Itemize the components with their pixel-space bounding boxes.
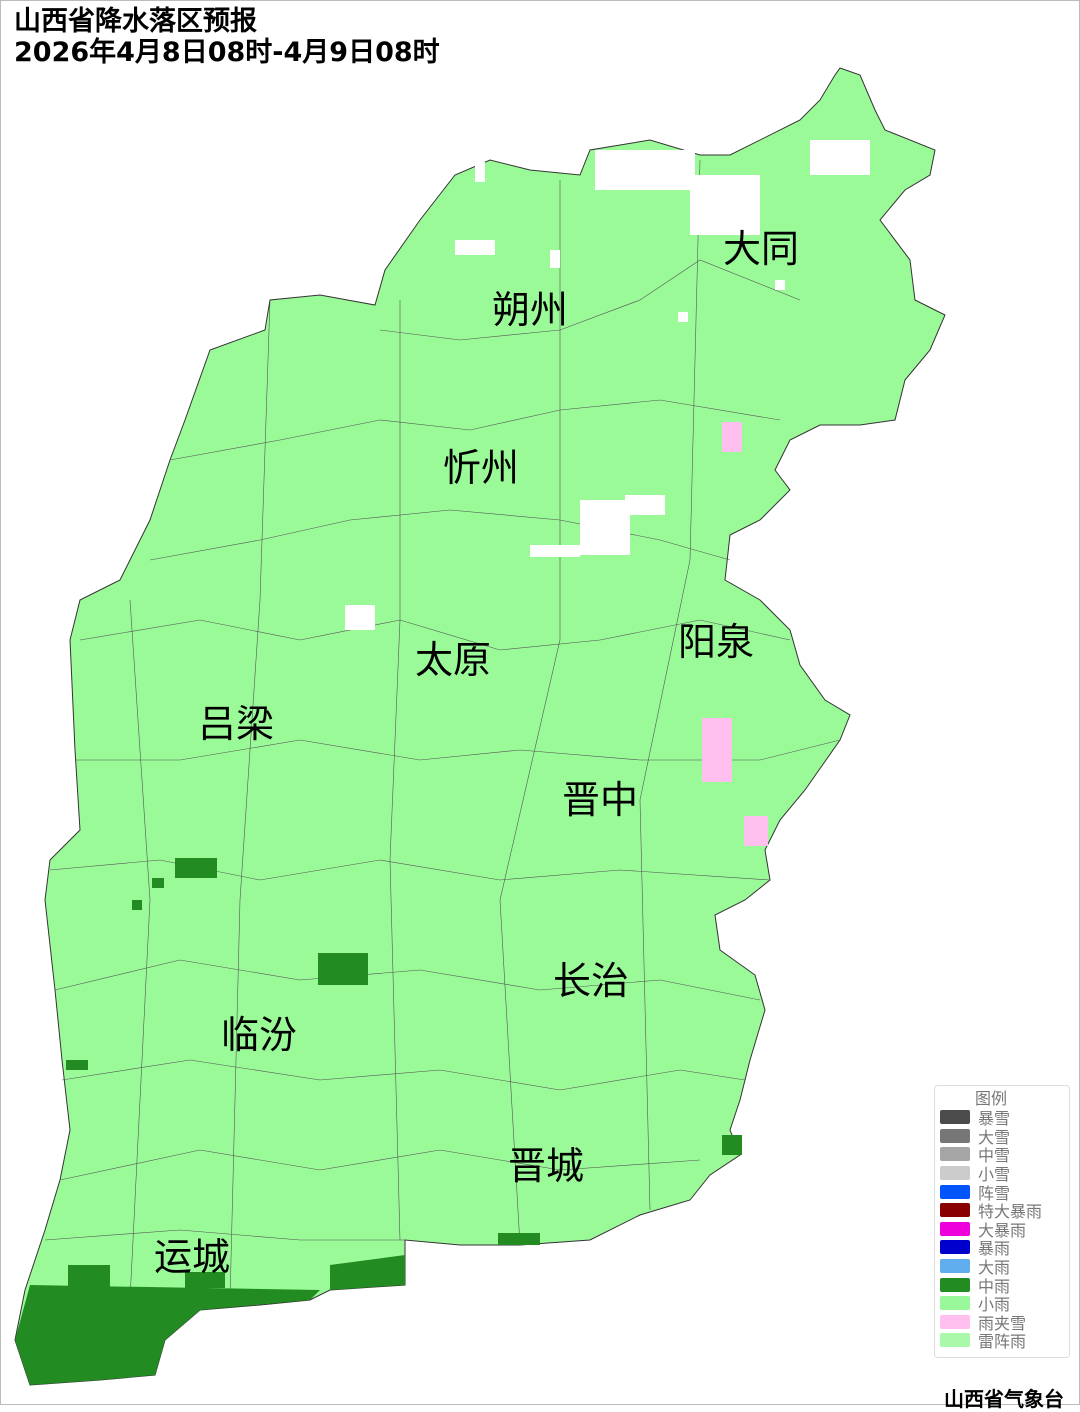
- legend-item: 暴雨: [940, 1238, 1069, 1259]
- legend: 图例 暴雪 大雪 中雪 小雪 阵雪 特大暴雨 大暴雨 暴雨 大雨 中雨 小雨 雨夹雪 雷阵雨: [934, 1085, 1070, 1358]
- legend-label: 中雨: [978, 1276, 1011, 1296]
- city-label: 晋城: [508, 1144, 584, 1188]
- city-label: 朔州: [492, 288, 568, 332]
- legend-item: 阵雪: [940, 1182, 1069, 1203]
- city-label: 大同: [723, 227, 799, 271]
- legend-swatch: [940, 1128, 970, 1143]
- legend-swatch: [940, 1296, 970, 1311]
- legend-item: 大雨: [940, 1257, 1069, 1278]
- legend-item: 中雪: [940, 1145, 1069, 1166]
- legend-swatch: [940, 1314, 970, 1329]
- legend-label: 暴雨: [978, 1239, 1011, 1259]
- city-label: 临汾: [221, 1013, 297, 1057]
- agency-label: 山西省气象台: [944, 1387, 1064, 1411]
- legend-item: 特大暴雨: [940, 1201, 1069, 1222]
- legend-swatch: [940, 1203, 970, 1218]
- city-label: 长治: [553, 959, 629, 1003]
- legend-swatch: [940, 1184, 970, 1199]
- legend-title: 图例: [975, 1089, 1008, 1108]
- county-borders: [44, 159, 841, 1301]
- legend-label: 暴雪: [978, 1109, 1011, 1129]
- legend-item: 大暴雨: [940, 1220, 1069, 1240]
- legend-label: 大暴雨: [978, 1220, 1027, 1240]
- legend-label: 大雪: [978, 1127, 1011, 1147]
- time-range: 2026年4月8日08时-4月9日08时: [14, 37, 440, 68]
- legend-item: 大雪: [940, 1127, 1069, 1147]
- legend-label: 雨夹雪: [978, 1313, 1027, 1333]
- legend-swatch: [940, 1240, 970, 1255]
- legend-item: 雷阵雨: [940, 1331, 1069, 1352]
- city-labels: 大同 朔州 忻州 阳泉 太原 吕梁 晋中 长治 临汾 晋城 运城: [154, 227, 799, 1279]
- map-title: 山西省降水落区预报 2026年4月8日08时-4月9日08时: [14, 6, 440, 68]
- legend-swatch: [940, 1259, 970, 1274]
- title-text: 山西省降水落区预报: [14, 6, 257, 37]
- no-precip-areas: [345, 140, 870, 630]
- legend-swatch: [940, 1333, 970, 1348]
- legend-label: 小雨: [978, 1295, 1011, 1315]
- legend-swatch: [940, 1221, 970, 1236]
- sleet-areas: [702, 422, 768, 846]
- city-label: 运城: [154, 1235, 230, 1279]
- city-label: 晋中: [562, 778, 638, 822]
- legend-swatch: [940, 1166, 970, 1181]
- city-label: 吕梁: [198, 702, 274, 746]
- moderate-rain-areas: [15, 858, 742, 1385]
- province-outline: [14, 67, 946, 1386]
- legend-label: 雷阵雨: [978, 1332, 1027, 1352]
- city-label: 阳泉: [678, 620, 754, 664]
- city-label: 太原: [415, 638, 491, 682]
- legend-swatch: [940, 1110, 970, 1125]
- legend-item: 小雨: [940, 1294, 1069, 1315]
- legend-item: 中雨: [940, 1275, 1069, 1296]
- city-label: 忻州: [443, 446, 519, 490]
- legend-swatch: [940, 1277, 970, 1292]
- legend-label: 特大暴雨: [978, 1202, 1043, 1222]
- legend-label: 中雪: [978, 1146, 1011, 1166]
- legend-item: 暴雪: [940, 1108, 1069, 1129]
- legend-label: 小雪: [978, 1165, 1011, 1185]
- legend-item: 小雪: [940, 1164, 1069, 1185]
- legend-label: 阵雪: [978, 1183, 1011, 1203]
- legend-item: 雨夹雪: [940, 1313, 1069, 1333]
- legend-swatch: [940, 1147, 970, 1162]
- legend-label: 大雨: [978, 1258, 1011, 1278]
